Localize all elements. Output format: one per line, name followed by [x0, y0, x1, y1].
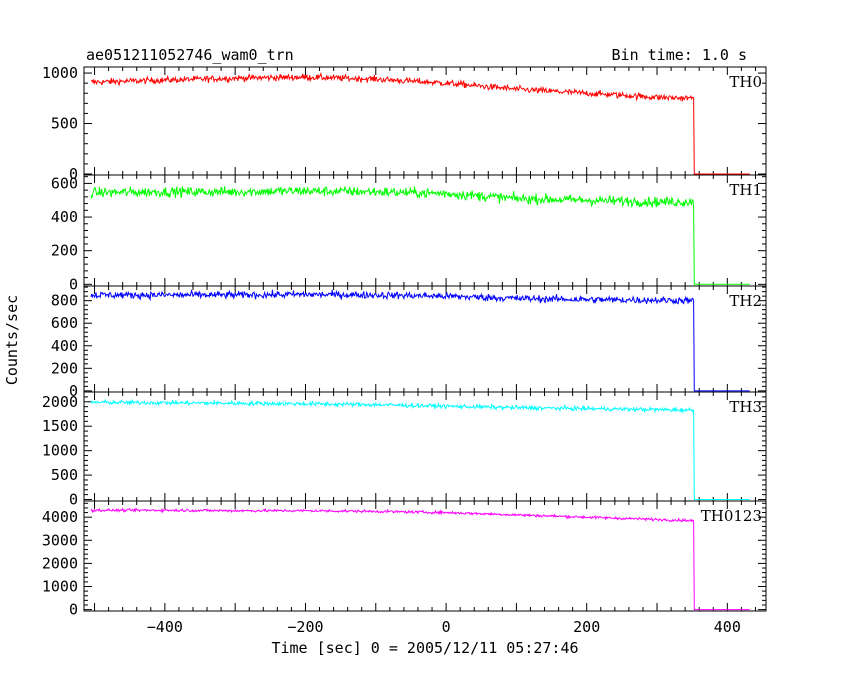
y-tick-label: 400	[51, 208, 78, 226]
y-tick-label: 1000	[42, 442, 78, 460]
series-label-th1: TH1	[729, 181, 762, 199]
panel-frame	[83, 391, 767, 502]
x-tick-label: 0	[442, 618, 451, 636]
y-tick-label: 600	[51, 174, 78, 192]
x-tick-label: −400	[147, 618, 183, 636]
panels-layer: 0 500 1000 TH0 0 200 400 600 TH1 0 200 400 600 800 TH2…	[42, 64, 767, 636]
y-tick-label: 4000	[42, 508, 78, 526]
y-tick-label: 500	[51, 115, 78, 133]
series-label-th2: TH2	[729, 292, 762, 310]
series-line-th0	[90, 71, 750, 175]
y-tick-label: 2000	[42, 554, 78, 572]
chart-title: ae051211052746_wam0_trn	[86, 46, 294, 64]
x-axis-label: Time [sec] 0 = 2005/12/11 05:27:46	[271, 639, 578, 657]
y-tick-label: 800	[51, 292, 78, 310]
y-axis-label: Counts/sec	[3, 295, 21, 385]
x-tick-label: 400	[714, 618, 741, 636]
series-line-th1	[90, 185, 750, 285]
panel-th2: 0 200 400 600 800 TH2	[51, 285, 767, 400]
y-tick-label: 1000	[42, 64, 78, 82]
panel-th0123: 0 1000 2000 3000 4000 TH0123	[42, 500, 767, 619]
bin-time-label: Bin time: 1.0 s	[612, 46, 747, 64]
series-label-th3: TH3	[729, 398, 762, 416]
y-tick-label: 0	[69, 601, 78, 619]
y-tick-label: 2000	[42, 393, 78, 411]
y-tick-label: 600	[51, 314, 78, 332]
y-tick-label: 200	[51, 242, 78, 260]
y-tick-label: 1000	[42, 578, 78, 596]
y-tick-label: 200	[51, 359, 78, 377]
y-tick-label: 1500	[42, 417, 78, 435]
y-tick-label: 0	[69, 491, 78, 509]
series-line-th0123	[90, 507, 750, 611]
series-line-th2	[90, 288, 750, 392]
y-tick-label: 0	[69, 275, 78, 293]
series-line-th3	[90, 398, 750, 500]
panel-th0: 0 500 1000 TH0	[42, 64, 767, 183]
panel-frame	[83, 285, 767, 393]
panel-th1: 0 200 400 600 TH1	[51, 174, 767, 293]
panel-th3: 0 500 1000 1500 2000 TH3	[42, 391, 767, 509]
series-label-th0123: TH0123	[701, 507, 762, 525]
y-tick-label: 0	[69, 382, 78, 400]
y-tick-label: 0	[69, 165, 78, 183]
panel-frame	[83, 500, 767, 612]
y-tick-label: 500	[51, 466, 78, 484]
y-tick-label: 3000	[42, 531, 78, 549]
y-tick-label: 400	[51, 337, 78, 355]
series-label-th0: TH0	[729, 73, 762, 91]
x-tick-label: −200	[287, 618, 323, 636]
x-tick-label: 200	[573, 618, 600, 636]
